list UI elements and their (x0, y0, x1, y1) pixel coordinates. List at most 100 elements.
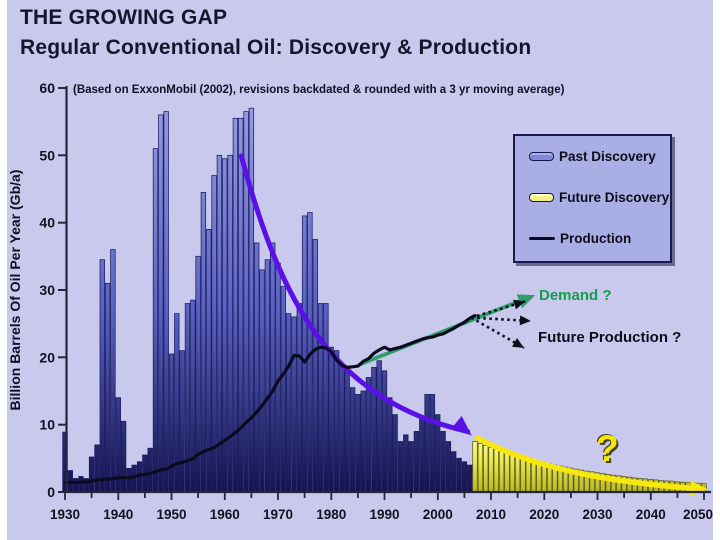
future-discovery-bar (498, 450, 505, 493)
future-discovery-bar (472, 441, 478, 493)
future-production-annotation: Future Production ? (538, 329, 682, 346)
x-tick-label: 2000 (423, 507, 453, 522)
past-discovery-bar (158, 114, 164, 493)
page-subtitle: Regular Conventional Oil: Discovery & Pr… (20, 36, 532, 59)
slide-left-edge (0, 0, 7, 540)
past-discovery-bar (285, 313, 292, 493)
past-discovery-bar (419, 417, 425, 493)
arrowhead (512, 338, 524, 348)
legend-item-past-discovery: Past Discovery (529, 149, 670, 164)
past-discovery-bar (99, 259, 105, 493)
x-tick-label: 1970 (263, 507, 293, 522)
arrowhead (513, 299, 526, 310)
past-discovery-bar (461, 461, 468, 493)
past-discovery-bar (94, 444, 100, 493)
past-discovery-bar (317, 303, 324, 493)
x-tick-label: 1980 (316, 507, 346, 522)
past-discovery-bar (408, 441, 414, 493)
arrowhead (519, 315, 531, 326)
future-discovery-bar (488, 447, 494, 493)
source-note: (Based on ExxonMobil (2002), revisions b… (73, 84, 565, 96)
past-discovery-bar (280, 286, 286, 493)
past-discovery-bar (147, 447, 153, 493)
legend-item-future-discovery: Future Discovery (529, 190, 670, 205)
past-discovery-bar (413, 431, 420, 493)
future-discovery-bar (525, 458, 531, 493)
past-discovery-bar (435, 414, 441, 493)
legend-label-future-discovery: Future Discovery (559, 190, 670, 205)
discovery-decline-arrow (238, 153, 471, 434)
past-discovery-bar (467, 464, 473, 493)
future-discovery-bar (530, 459, 537, 493)
future-discovery-bar (477, 443, 484, 493)
past-discovery-bar (152, 148, 159, 493)
past-discovery-bar (179, 350, 185, 493)
x-tick-label: 1940 (103, 507, 133, 522)
past-discovery-bar (376, 360, 382, 493)
past-discovery-bar (259, 269, 265, 493)
past-discovery-bar (328, 346, 334, 493)
y-tick-label: 0 (47, 484, 55, 500)
past-discovery-bar (238, 117, 244, 493)
y-tick-label: 40 (39, 215, 55, 231)
past-discovery-bar (445, 441, 452, 493)
past-discovery-bar (456, 457, 462, 493)
past-discovery-bar (312, 239, 318, 493)
past-discovery-bar (168, 353, 175, 493)
past-discovery-bar (73, 478, 79, 493)
past-discovery-bar (349, 387, 356, 493)
past-discovery-bar (254, 242, 260, 493)
y-tick-label: 50 (39, 147, 55, 163)
past-discovery-bar (190, 299, 196, 493)
x-tick-label: 2050 (683, 507, 713, 522)
past-discovery-bar (248, 107, 255, 493)
legend-label-past-discovery: Past Discovery (559, 149, 656, 164)
past-discovery-bar (126, 468, 132, 493)
y-tick-label: 20 (39, 349, 55, 365)
legend-item-production: Production (529, 231, 670, 246)
future-discovery-bar (483, 445, 489, 493)
arrowhead (689, 480, 708, 497)
past-discovery-bar (365, 377, 372, 493)
past-discovery-bar (227, 154, 233, 493)
past-discovery-bar (339, 363, 345, 493)
demand-annotation: Demand ? (539, 287, 612, 304)
x-tick-label: 2040 (636, 507, 666, 522)
legend-label-production: Production (560, 231, 632, 246)
arrowhead (450, 416, 472, 436)
y-tick-label: 30 (39, 282, 55, 298)
x-tick-label: 1990 (369, 507, 399, 522)
x-tick-label: 1960 (210, 507, 240, 522)
past-discovery-bar (296, 303, 302, 493)
past-discovery-bar (78, 476, 84, 493)
y-tick-label: 10 (39, 417, 55, 433)
x-tick-label: 2010 (476, 507, 506, 522)
production-line-swatch-icon (529, 236, 555, 241)
future-discovery-bar (509, 453, 515, 493)
future-question-mark: ? (596, 428, 619, 469)
past-discovery-bar (397, 441, 404, 493)
past-discovery-bar (184, 303, 191, 493)
future-discovery-bar (514, 455, 521, 493)
past-discovery-bar (206, 229, 212, 493)
past-discovery-bar (291, 316, 297, 493)
past-discovery-bar (270, 242, 276, 493)
past-discovery-bar (200, 192, 207, 493)
past-discovery-bar (301, 215, 308, 493)
past-discovery-bar (323, 303, 329, 493)
past-discovery-swatch-icon (529, 152, 554, 161)
demand-line (358, 296, 530, 367)
future-discovery-bar (493, 448, 499, 493)
past-discovery-bar (344, 367, 350, 493)
past-discovery-bar (429, 394, 436, 493)
past-discovery-bar (211, 175, 217, 493)
legend: Past Discovery Future Discovery Producti… (513, 134, 672, 263)
past-discovery-bar (371, 367, 377, 493)
past-discovery-bar (440, 431, 446, 493)
x-tick-label: 2030 (582, 507, 612, 522)
future-discovery-swatch-icon (529, 193, 554, 202)
past-discovery-bar (360, 390, 366, 493)
past-discovery-bar (381, 370, 388, 493)
past-discovery-bar (88, 456, 95, 493)
